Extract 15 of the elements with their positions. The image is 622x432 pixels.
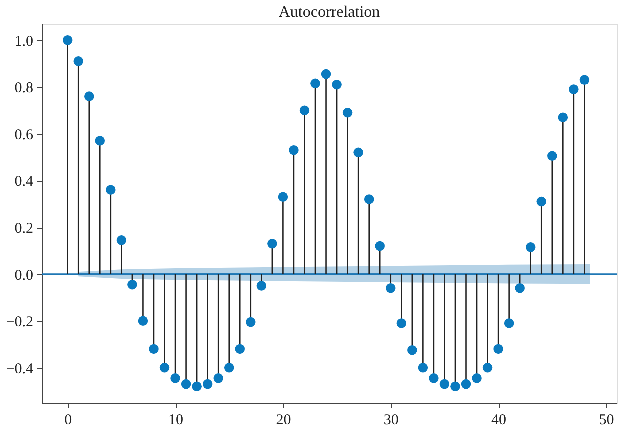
x-tick-label: 10 (168, 412, 184, 428)
y-tick-label: −0.2 (6, 314, 34, 331)
x-tick-label: 50 (599, 412, 614, 428)
y-tick-label: −0.4 (6, 361, 34, 378)
y-tick-label: 1.0 (14, 34, 34, 50)
y-tick-label: 0.2 (14, 221, 34, 238)
y-tick-label: 0.8 (14, 80, 34, 97)
y-tick-label: 0.4 (14, 174, 34, 190)
x-tick-label: 40 (492, 412, 507, 428)
x-tick-label: 30 (384, 412, 399, 428)
y-tick-label: 0.6 (14, 127, 34, 144)
x-tick-label: 0 (64, 412, 72, 428)
x-tick-label: 20 (276, 412, 292, 428)
chart-title: Autocorrelation (278, 4, 380, 21)
y-tick-label: 0.0 (14, 268, 34, 284)
